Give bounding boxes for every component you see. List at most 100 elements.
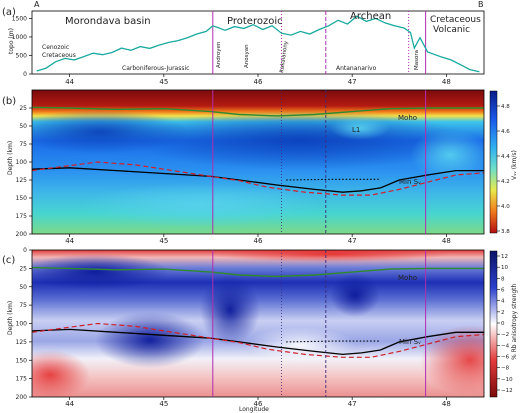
panel-c-ytick-label: 0	[23, 247, 27, 254]
corner-a-label: A	[34, 0, 40, 9]
panel-b-colorbar-tick-label: 3.8	[501, 229, 510, 235]
panel-b-cyan-east	[410, 130, 484, 180]
panel-c-white-zone	[245, 327, 355, 363]
panel-c-xtick-label: 46	[254, 400, 263, 408]
panel-b-colorbar-tick-label: 4.4	[501, 154, 510, 160]
panel-c-red-top	[210, 250, 450, 262]
panel-b-deep-blue-west	[32, 110, 190, 154]
annotation-cretaceous: Cretaceous	[42, 52, 76, 59]
panel-b-ytick-label: 175	[16, 213, 28, 220]
panel-c-colorbar-tick-label: −2	[501, 332, 509, 338]
panel-b-min-sv-label: Min Sᵥ	[399, 178, 421, 186]
region-label-volcanic: Volcanic	[433, 25, 470, 35]
panel-c-red-west	[32, 350, 90, 397]
region-label-cretaceous: Cretaceous	[430, 15, 481, 25]
panel-a-xtick-label: 46	[254, 78, 263, 86]
panel-b-l1-label: L1	[352, 126, 360, 134]
panel-b-moho-label: Moho	[398, 114, 417, 122]
annotation-androyen: Androyen	[216, 41, 222, 68]
panel-b-xtick-label: 46	[254, 237, 263, 245]
panel-b-ytick-label: 25	[19, 105, 27, 112]
panel-c-colorbar-tick-label: −8	[501, 366, 510, 372]
panel-a-ticks: 0 500 1000 1500 44 45 46 47 48	[12, 15, 451, 86]
panel-c-ytick-label: 25	[19, 265, 27, 272]
panel-a-xtick-label: 48	[442, 78, 451, 86]
panel-a-ytick-label: 0	[23, 71, 27, 78]
corner-b-label: B	[478, 0, 484, 9]
panel-c-xlabel: Longitude	[239, 406, 269, 413]
region-label-morondava: Morondava basin	[65, 16, 151, 27]
panel-c-xtick-label: 48	[442, 400, 451, 408]
panel-b-ytick-label: 125	[16, 177, 28, 184]
panel-c-ytick-label: 150	[16, 357, 28, 364]
panel-b-colorbar-label: Vₛᵥ (km/s)	[511, 150, 518, 180]
panel-c-ytick-label: 125	[16, 339, 28, 346]
panel-c-xtick-label: 47	[348, 400, 357, 408]
topo-series-line	[36, 15, 480, 73]
region-label-archean: Archean	[350, 11, 391, 22]
panel-b-cyan-low	[80, 183, 320, 227]
annotation-anosyan: Anosyan	[244, 44, 250, 68]
annotation-carboniferous-jurassic: Carboniferous-Jurassic	[122, 65, 189, 72]
panel-c-ytick-label: 200	[16, 394, 28, 401]
region-label-proterozoic: Proterozoic	[227, 16, 283, 27]
panel-a-ytick-label: 1500	[12, 15, 27, 22]
panel-c-colorbar-tick-label: −4	[501, 343, 510, 349]
panel-b-ytick-label: 50	[19, 123, 27, 130]
panel-a-xtick-label: 44	[65, 78, 74, 86]
panel-c-moho-line	[32, 266, 484, 278]
panel-c-min-sv-label: Min Sᵥ	[399, 338, 421, 346]
annotation-cenozoic: Cenozoic	[42, 44, 69, 51]
panel-c-colorbar-tick-label: 12	[501, 254, 508, 260]
annotation-antananarivo: Antananarivo	[336, 65, 377, 72]
panel-b: (b) 25 50 75 100 125 150 175 200 44 45 46 47 48 Dept…	[2, 89, 518, 245]
panel-c-colorbar-tick-label: −10	[501, 377, 513, 383]
panel-c-colorbar-tick-label: −6	[501, 355, 510, 361]
panel-a-ylabel: topo (m)	[8, 28, 15, 54]
panel-a-ytick-label: 1000	[12, 34, 27, 41]
panel-c-ytick-label: 175	[16, 376, 28, 383]
panel-c-moho-label: Moho	[398, 274, 417, 282]
panel-b-ytick-label: 150	[16, 195, 28, 202]
panel-c-colorbar-tick-label: 10	[501, 265, 508, 271]
panel-b-cyan-l1	[330, 116, 390, 140]
panel-b-label: (b)	[2, 96, 16, 107]
panel-c-label: (c)	[2, 255, 15, 266]
panel-b-xtick-label: 47	[348, 237, 357, 245]
panel-c-colorbar-label: % Rb anisotropy strength	[511, 283, 518, 360]
panel-c-xtick-label: 44	[65, 400, 74, 408]
panel-b-colorbar-tick-label: 4.2	[501, 179, 510, 185]
panel-c-ytick-label: 50	[19, 284, 27, 291]
panel-c-red-east	[420, 325, 484, 395]
panel-b-xtick-label: 45	[159, 237, 168, 245]
annotation-itakalanony: Itakalanony	[279, 40, 290, 73]
panel-a-vlines	[212, 11, 427, 74]
panel-a-label: (a)	[2, 7, 16, 18]
panel-c-min-sv-line	[32, 328, 484, 356]
panel-c-colorbar-tick-label: −12	[501, 388, 513, 394]
panel-b-colorbar-tick-label: 4.6	[501, 129, 510, 135]
panel-b-colorbar-tick-label: 4.8	[501, 104, 510, 110]
panel-b-ytick-label: 100	[16, 159, 28, 166]
panel-b-ticks: 25 50 75 100 125 150 175 200 44 45 46 47 48	[16, 105, 451, 245]
panel-c-colorbar-tick-label: 6	[501, 288, 505, 294]
panel-c-ticks: 0 25 50 75 100 125 150 175 200 44 45 46 47 48	[16, 247, 451, 408]
panel-c-blue-blob-deep	[95, 312, 205, 368]
panel-c-colorbar-tick-label: 4	[501, 299, 505, 305]
panel-b-xtick-label: 44	[65, 237, 74, 245]
panel-c-colorbar	[489, 250, 498, 398]
panel-c-colorbar-tick-label: 0	[501, 321, 505, 327]
panel-b-ytick-label: 200	[16, 231, 28, 238]
panel-b-vlines	[212, 90, 427, 234]
panel-b-min-sv-line	[32, 167, 484, 193]
panel-b-colorbar	[489, 90, 498, 234]
panel-c-xtick-label: 45	[159, 400, 168, 408]
panel-c-ylabel: Depth (km)	[7, 301, 14, 335]
panel-c-colorbar-tick-label: 2	[501, 310, 505, 316]
panel-a-frame	[31, 10, 485, 75]
panel-c-ytick-label: 75	[19, 302, 27, 309]
panel-c-blue-blob-west	[32, 254, 170, 290]
panel-c-ytick-label: 100	[16, 321, 28, 328]
